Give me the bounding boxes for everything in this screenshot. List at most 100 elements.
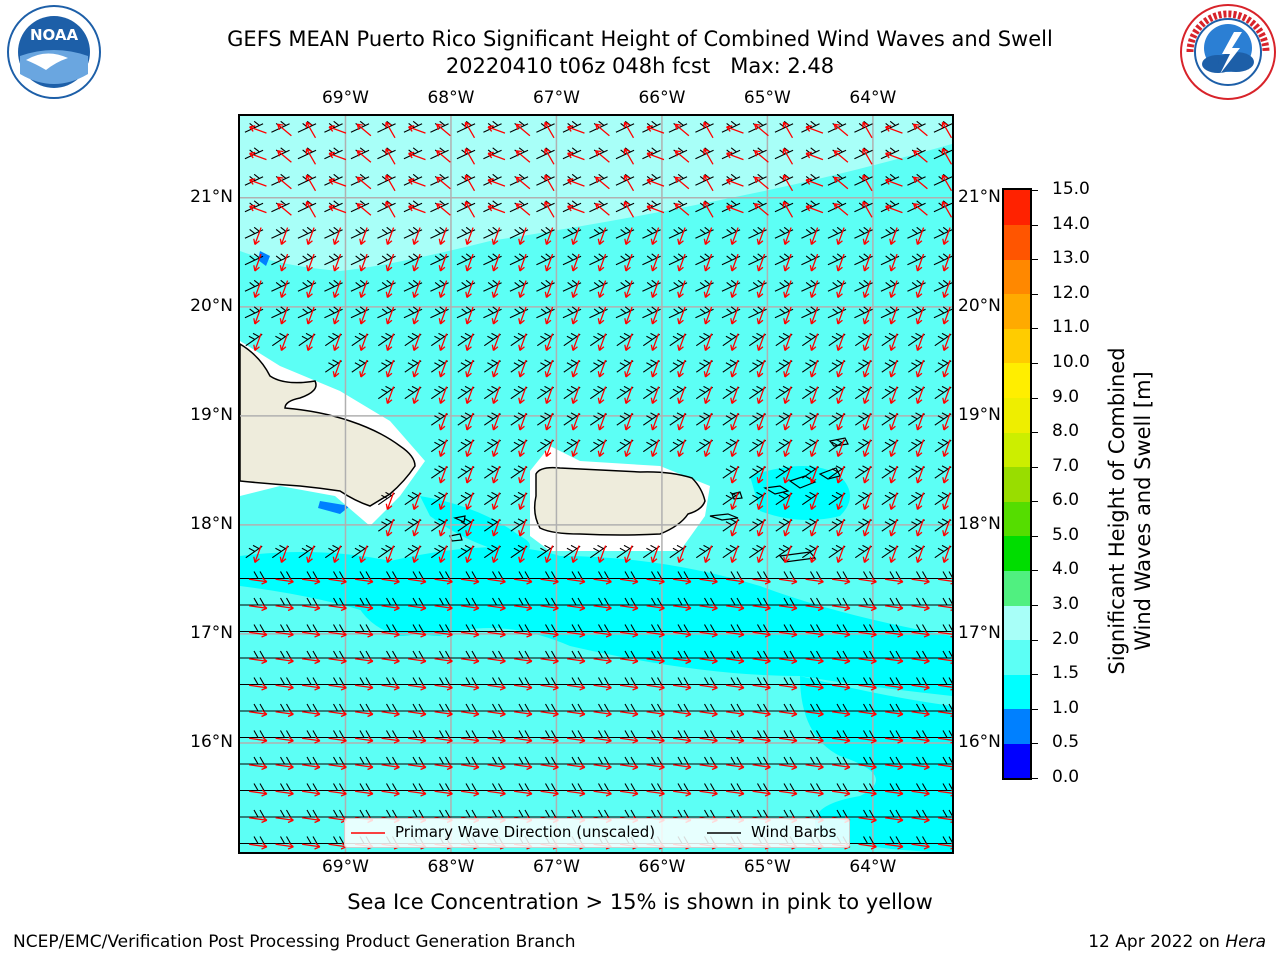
wave-direction-arrow <box>725 736 745 744</box>
wave-direction-arrow <box>756 492 766 510</box>
wave-direction-arrow <box>619 630 639 638</box>
wave-direction-arrow <box>726 178 744 187</box>
wave-direction-arrow <box>301 657 321 665</box>
lon-label-bottom: 65°W <box>743 857 791 877</box>
wave-direction-arrow <box>332 227 342 245</box>
wave-direction-arrow <box>912 203 928 216</box>
wave-direction-arrow <box>540 789 559 797</box>
wave-direction-arrow <box>301 736 321 744</box>
wave-direction-arrow <box>465 518 474 537</box>
wave-direction-arrow <box>460 710 480 718</box>
wave-direction-arrow <box>491 545 501 563</box>
wave-direction-arrow <box>275 789 294 797</box>
wave-direction-arrow <box>809 465 819 484</box>
wave-direction-arrow <box>275 577 294 585</box>
wave-direction-arrow <box>730 227 739 245</box>
colorbar-tick-label: 7.0 <box>1052 455 1080 476</box>
wave-direction-arrow <box>730 386 739 404</box>
wave-direction-arrow <box>862 492 872 510</box>
wave-direction-arrow <box>884 842 904 850</box>
wave-direction-arrow <box>407 789 427 797</box>
wave-direction-arrow <box>884 789 904 797</box>
wave-direction-arrow <box>884 816 904 824</box>
wave-direction-arrow <box>407 604 427 612</box>
wave-direction-arrow <box>356 203 372 216</box>
colorbar-tick-label: 12.0 <box>1052 282 1090 303</box>
lon-label-top: 69°W <box>321 88 369 108</box>
wave-direction-arrow <box>566 710 586 718</box>
wave-direction-arrow <box>889 280 898 298</box>
wave-direction-arrow <box>571 386 580 404</box>
wave-direction-arrow <box>356 123 372 137</box>
wave-direction-arrow <box>359 333 368 351</box>
wave-direction-arrow <box>805 204 824 214</box>
wave-direction-arrow <box>885 151 903 161</box>
colorbar-tick-label: 5.0 <box>1052 524 1080 545</box>
wave-direction-arrow <box>889 359 898 378</box>
wave-direction-arrow <box>942 545 951 563</box>
wave-direction-arrow <box>831 577 851 585</box>
map-legend: Primary Wave Direction (unscaled) Wind B… <box>344 818 850 848</box>
wave-direction-arrow <box>332 545 342 563</box>
wave-direction-arrow <box>862 280 872 298</box>
wave-direction-arrow <box>279 545 289 563</box>
wave-direction-arrow <box>571 280 580 298</box>
wave-direction-arrow <box>753 150 769 163</box>
wave-direction-arrow <box>699 789 718 797</box>
wave-direction-arrow <box>778 630 798 638</box>
wave-direction-arrow <box>889 492 898 510</box>
colorbar-segment <box>1004 501 1030 537</box>
wave-direction-arrow <box>435 150 451 163</box>
wave-direction-arrow <box>540 736 559 744</box>
wave-direction-arrow <box>275 683 294 691</box>
wave-direction-arrow <box>831 630 851 638</box>
wave-direction-arrow <box>752 710 771 718</box>
wave-direction-arrow <box>275 842 294 850</box>
wave-direction-arrow <box>593 657 612 665</box>
wave-direction-arrow <box>942 518 951 537</box>
wave-direction-arrow <box>783 359 792 378</box>
colorbar-tick-mark <box>1032 778 1038 779</box>
wind-barb <box>927 809 952 818</box>
wave-direction-arrow <box>726 125 744 134</box>
wave-direction-arrow <box>752 789 771 797</box>
wave-direction-arrow <box>650 412 660 431</box>
wave-direction-arrow <box>911 710 930 718</box>
wave-direction-arrow <box>385 253 395 272</box>
wave-direction-arrow <box>942 465 951 484</box>
wave-direction-arrow <box>275 630 294 638</box>
wave-direction-arrow <box>836 253 845 272</box>
wave-direction-arrow <box>756 439 766 457</box>
wave-direction-arrow <box>809 518 819 537</box>
wave-direction-arrow <box>594 176 610 190</box>
wave-direction-arrow <box>465 439 474 457</box>
wave-direction-arrow <box>465 465 474 484</box>
noaa-logo: NOAA <box>6 4 102 100</box>
wave-direction-arrow <box>646 151 665 161</box>
map-panel <box>238 114 954 854</box>
colorbar-segment <box>1004 432 1030 468</box>
wave-direction-arrow <box>884 630 904 638</box>
wave-direction-arrow <box>650 386 660 404</box>
wave-direction-arrow <box>385 148 396 165</box>
wave-direction-arrow <box>650 545 660 563</box>
wave-direction-arrow <box>412 253 421 272</box>
wave-direction-arrow <box>836 492 845 510</box>
wave-direction-arrow <box>911 763 930 771</box>
wave-direction-arrow <box>619 763 639 771</box>
wave-direction-arrow <box>275 736 294 744</box>
wave-direction-arrow <box>279 333 289 351</box>
wave-direction-arrow <box>703 306 713 325</box>
wave-direction-arrow <box>725 763 745 771</box>
wave-direction-arrow <box>884 763 904 771</box>
wave-direction-arrow <box>836 439 845 457</box>
wave-direction-arrow <box>672 789 692 797</box>
wave-direction-arrow <box>915 518 925 537</box>
wave-direction-arrow <box>752 736 771 744</box>
wave-direction-arrow <box>942 412 951 431</box>
wave-direction-arrow <box>889 439 898 457</box>
wave-direction-arrow <box>515 203 531 216</box>
wave-direction-arrow <box>889 545 898 563</box>
wave-direction-arrow <box>305 148 317 165</box>
wave-direction-arrow <box>674 123 690 137</box>
